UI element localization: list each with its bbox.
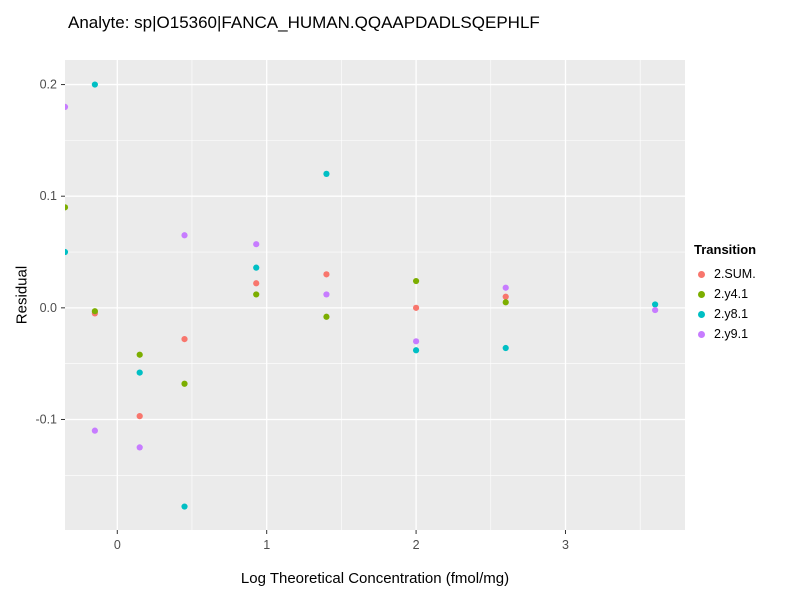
legend-label: 2.y8.1 — [714, 307, 749, 321]
data-point-2.y4.1 — [412, 277, 420, 285]
x-tick-label: 2 — [413, 538, 420, 552]
data-point-2.y8.1 — [181, 503, 188, 510]
y-tick-label: 0.2 — [40, 78, 57, 92]
legend-item: 2.y4.1 — [694, 284, 756, 304]
chart-title: Analyte: sp|O15360|FANCA_HUMAN.QQAAPDADL… — [68, 13, 540, 32]
legend: Transition 2.SUM. 2.y4.1 2.y8.1 2.y9.1 — [694, 242, 756, 344]
legend-item: 2.y8.1 — [694, 304, 756, 324]
data-point-2.y9.1 — [181, 232, 188, 239]
legend-dot-icon — [698, 310, 705, 318]
data-point-2.SUM. — [412, 304, 420, 311]
data-point-2.y4.1 — [502, 299, 509, 306]
x-tick-label: 1 — [263, 538, 270, 552]
data-point-2.y4.1 — [65, 204, 69, 211]
data-point-2.SUM. — [253, 280, 260, 287]
data-point-2.y4.1 — [253, 291, 260, 298]
data-point-2.y8.1 — [323, 170, 330, 177]
data-point-2.y4.1 — [323, 313, 330, 320]
data-point-2.y9.1 — [91, 427, 98, 434]
data-point-2.y4.1 — [136, 351, 143, 358]
data-point-2.y8.1 — [502, 344, 509, 352]
legend-items: 2.SUM. 2.y4.1 2.y8.1 2.y9.1 — [694, 264, 756, 344]
data-point-2.y9.1 — [65, 103, 69, 110]
data-point-2.y8.1 — [652, 301, 659, 308]
data-point-2.y9.1 — [323, 291, 330, 298]
legend-dot-icon — [698, 330, 705, 338]
legend-swatch — [694, 307, 709, 322]
data-point-2.y8.1 — [91, 81, 98, 88]
legend-label: 2.y4.1 — [714, 287, 749, 301]
panel-background — [65, 60, 685, 530]
legend-swatch — [694, 287, 709, 302]
data-point-2.SUM. — [136, 413, 143, 420]
data-point-2.SUM. — [323, 271, 330, 278]
data-point-2.y9.1 — [412, 338, 420, 345]
data-point-2.SUM. — [502, 293, 509, 300]
data-points-layer — [65, 81, 659, 510]
legend-label: 2.y9.1 — [714, 327, 749, 341]
legend-swatch — [694, 327, 709, 342]
data-point-2.y4.1 — [91, 308, 98, 315]
data-point-2.y8.1 — [136, 369, 143, 376]
data-point-2.y9.1 — [652, 306, 659, 314]
legend-label: 2.SUM. — [714, 267, 756, 281]
legend-item: 2.SUM. — [694, 264, 756, 284]
data-point-2.y9.1 — [253, 241, 260, 248]
data-point-2.y8.1 — [253, 264, 260, 271]
data-point-2.y9.1 — [136, 444, 143, 451]
y-tick-label: 0.1 — [40, 189, 57, 203]
data-point-2.y8.1 — [65, 248, 69, 256]
data-point-2.y9.1 — [502, 284, 509, 291]
legend-item: 2.y9.1 — [694, 324, 756, 344]
legend-dot-icon — [698, 270, 705, 278]
y-tick-label: 0.0 — [40, 301, 57, 315]
legend-dot-icon — [698, 290, 705, 298]
data-point-2.y8.1 — [412, 347, 420, 354]
legend-title: Transition — [694, 242, 757, 257]
x-tick-label: 0 — [114, 538, 121, 552]
legend-swatch — [694, 267, 709, 282]
x-axis-label: Log Theoretical Concentration (fmol/mg) — [240, 570, 510, 587]
y-tick-label: -0.1 — [35, 412, 57, 426]
data-point-2.y4.1 — [181, 380, 188, 387]
data-point-2.SUM. — [181, 335, 188, 343]
x-tick-label: 3 — [562, 538, 569, 552]
